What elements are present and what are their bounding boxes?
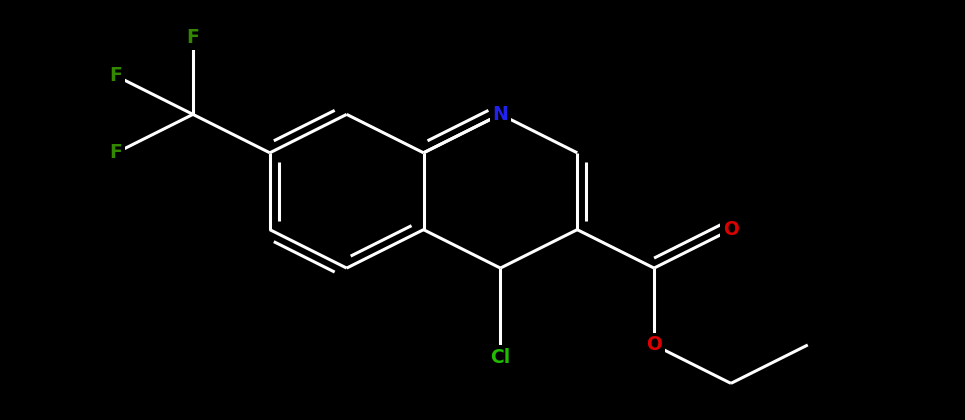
Text: F: F (110, 66, 123, 85)
Text: F: F (186, 28, 200, 47)
Text: Cl: Cl (490, 348, 510, 367)
Text: N: N (492, 105, 509, 124)
Text: O: O (723, 220, 739, 239)
Text: F: F (110, 143, 123, 162)
Text: O: O (647, 336, 662, 354)
